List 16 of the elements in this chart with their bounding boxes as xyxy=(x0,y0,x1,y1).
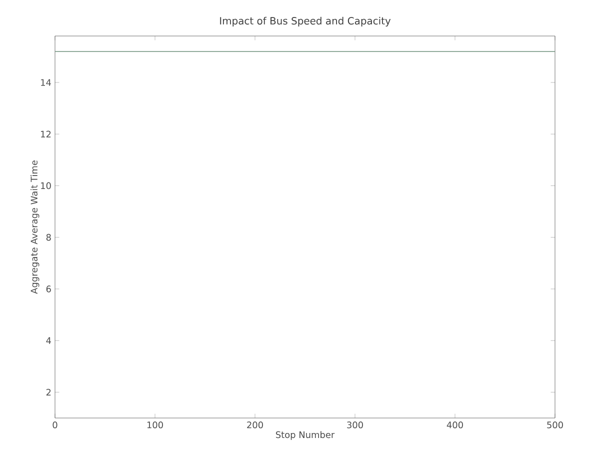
y-axis-title: Aggregate Average Wait Time xyxy=(30,160,40,294)
chart-title: Impact of Bus Speed and Capacity xyxy=(220,16,391,27)
x-axis-title: Stop Number xyxy=(276,431,335,440)
x-tick-label: 300 xyxy=(347,422,363,428)
x-tick-label: 0 xyxy=(52,422,58,428)
y-tick-label: 10 xyxy=(41,182,51,190)
y-tick-label: 14 xyxy=(41,79,51,86)
x-tick-label: 100 xyxy=(147,422,163,428)
y-tick-label: 2 xyxy=(46,388,51,396)
y-tick-label: 6 xyxy=(46,286,51,292)
x-tick-label: 500 xyxy=(547,422,563,428)
x-tick-label: 400 xyxy=(446,422,463,428)
y-tick-label: 8 xyxy=(46,234,51,241)
y-tick-label: 12 xyxy=(41,130,51,138)
y-tick-label: 4 xyxy=(46,337,51,344)
x-tick-label: 200 xyxy=(247,422,263,428)
